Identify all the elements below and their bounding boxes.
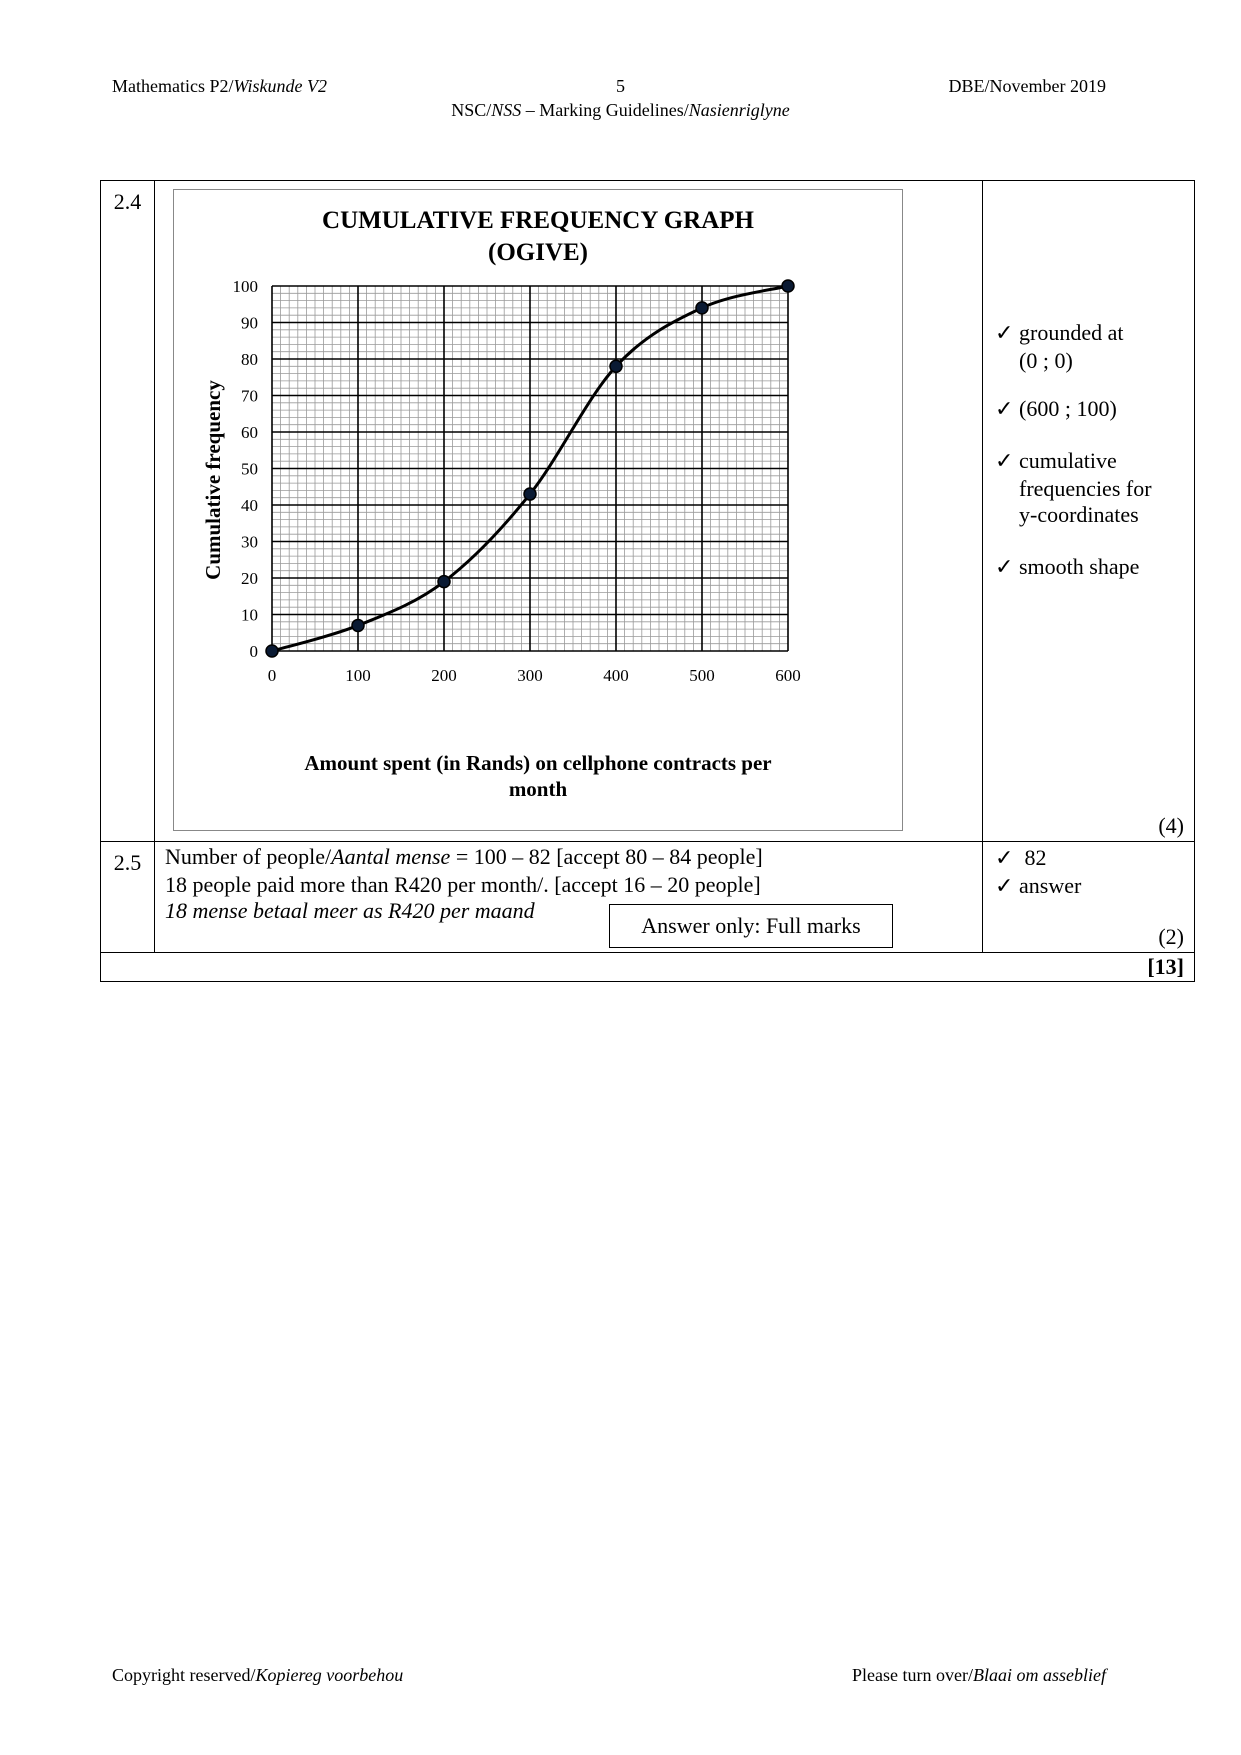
y-tick-label: 80 [241, 350, 258, 369]
mark-82-text: 82 [1019, 845, 1047, 870]
x-tick-label: 600 [775, 666, 801, 685]
mark-endpoint: ✓ (600 ; 100) [995, 395, 1117, 423]
answer-cell-q25: Number of people/Aantal mense = 100 – 82… [154, 841, 983, 953]
check-icon: ✓ [995, 554, 1014, 579]
answer-line-1-italic: Aantal mense [331, 844, 451, 869]
mark-82: ✓ 82 [995, 844, 1047, 872]
mark-grounded: ✓ grounded at [995, 319, 1123, 347]
header-sub-middle: – Marking Guidelines/ [521, 100, 689, 120]
y-tick-label: 50 [241, 460, 258, 479]
x-tick-label: 200 [431, 666, 457, 685]
y-tick-labels: 0 10 20 30 40 50 60 70 80 90 100 [233, 277, 259, 661]
header-subject-text: Mathematics P2/ [112, 76, 234, 96]
data-points [265, 279, 795, 658]
y-tick-label: 0 [250, 642, 259, 661]
marks-total-q25: (2) [1158, 924, 1184, 949]
y-tick-label: 40 [241, 496, 258, 515]
chart-title: CUMULATIVE FREQUENCY GRAPH [322, 207, 755, 234]
mark-cumulative-2: frequencies for [995, 475, 1152, 503]
marks-q24: ✓ grounded at (0 ; 0) ✓ (600 ; 100) ✓ cumul… [982, 180, 1195, 842]
answer-line-3: 18 mense betaal meer as R420 per maand [165, 898, 535, 924]
x-tick-label: 500 [689, 666, 715, 685]
mark-cumulative-line1: cumulative [1019, 448, 1117, 473]
mark-smooth: ✓ smooth shape [995, 553, 1139, 581]
mark-grounded-2: (0 ; 0) [995, 347, 1073, 375]
y-tick-label: 70 [241, 387, 258, 406]
y-tick-label: 90 [241, 314, 258, 333]
question-number-2-5: 2.5 [100, 841, 155, 953]
data-point [609, 359, 623, 374]
header-date: DBE/November 2019 [948, 76, 1106, 96]
x-tick-labels: 0 100 200 300 400 500 600 [268, 666, 801, 685]
x-tick-label: 300 [517, 666, 543, 685]
data-point [523, 487, 537, 501]
mark-grounded-line1: grounded at [1019, 320, 1124, 345]
chart-subtitle: (OGIVE) [488, 239, 588, 266]
mark-cumulative-line3: y-coordinates [1019, 502, 1139, 527]
data-point [437, 574, 451, 589]
data-point [351, 618, 365, 633]
mark-cumulative-3: y-coordinates [995, 501, 1139, 529]
question-number-2-4: 2.4 [100, 180, 155, 842]
data-point [781, 279, 795, 293]
row-q24: 2.4 CUMULATIVE FREQUENCY GRAPH (OGIVE) 0… [100, 180, 1195, 842]
grand-total-cell: [13] [100, 952, 1195, 982]
y-tick-label: 60 [241, 423, 258, 442]
answer-line-1b: = 100 – 82 [accept 80 – 84 people] [450, 844, 763, 869]
header-subject: Mathematics P2/Wiskunde V2 [112, 76, 327, 97]
y-tick-label: 100 [233, 277, 259, 296]
check-icon: ✓ [995, 448, 1014, 473]
answer-only-box: Answer only: Full marks [609, 904, 893, 948]
check-icon: ✓ [995, 320, 1014, 345]
grid-major [271, 285, 789, 652]
grand-total: [13] [1147, 954, 1184, 979]
footer-copyright-italic: Kopiereg voorbehou [255, 1665, 404, 1685]
ogive-chart: CUMULATIVE FREQUENCY GRAPH (OGIVE) 0 10 20… [201, 207, 801, 801]
row-q25: 2.5 Number of people/Aantal mense = 100 … [100, 841, 1195, 953]
check-icon: ✓ [995, 396, 1014, 421]
x-axis-label-2: month [509, 777, 568, 801]
marking-table: 2.4 CUMULATIVE FREQUENCY GRAPH (OGIVE) 0… [100, 180, 1195, 982]
y-tick-label: 30 [241, 533, 258, 552]
check-icon: ✓ [995, 845, 1014, 870]
answer-line-1: Number of people/Aantal mense = 100 – 82… [165, 844, 763, 870]
answer-line-1a: Number of people/ [165, 844, 332, 869]
mark-grounded-line2: (0 ; 0) [1019, 348, 1073, 373]
footer-turn-over-text: Please turn over/ [852, 1665, 973, 1685]
header-subject-italic: Wiskunde V2 [233, 76, 327, 96]
footer-copyright-text: Copyright reserved/ [112, 1665, 256, 1685]
header-sub-italic: NSS [491, 100, 522, 120]
chart-frame: CUMULATIVE FREQUENCY GRAPH (OGIVE) 0 10 20… [173, 189, 903, 831]
data-point [695, 301, 709, 315]
mark-answer-text: answer [1019, 873, 1082, 898]
mark-smooth-text: smooth shape [1019, 554, 1140, 579]
chart-cell: CUMULATIVE FREQUENCY GRAPH (OGIVE) 0 10 20… [154, 180, 983, 842]
x-tick-label: 400 [603, 666, 629, 685]
x-axis-label: Amount spent (in Rands) on cellphone con… [304, 751, 771, 775]
row-grand-total: [13] [100, 952, 1195, 982]
marks-total-q24: (4) [1158, 813, 1184, 838]
header-sub-italic2: Nasienriglyne [688, 100, 790, 120]
mark-cumulative-line2: frequencies for [1019, 476, 1152, 501]
mark-answer: ✓ answer [995, 872, 1081, 900]
footer-turn-over-italic: Blaai om asseblief [973, 1665, 1106, 1685]
y-tick-label: 20 [241, 569, 258, 588]
y-tick-label: 10 [241, 606, 258, 625]
mark-endpoint-text: (600 ; 100) [1019, 396, 1117, 421]
answer-line-3-italic: 18 mense betaal meer as R420 per maand [165, 898, 535, 923]
x-tick-label: 100 [345, 666, 371, 685]
footer-copyright: Copyright reserved/Kopiereg voorbehou [112, 1665, 403, 1686]
footer-turn-over: Please turn over/Blaai om asseblief [852, 1665, 1106, 1686]
data-point [265, 644, 279, 658]
page-number: 5 [616, 76, 625, 96]
check-icon: ✓ [995, 873, 1014, 898]
x-tick-label: 0 [268, 666, 277, 685]
answer-line-2: 18 people paid more than R420 per month/… [165, 872, 761, 897]
mark-cumulative: ✓ cumulative [995, 447, 1117, 475]
header-subtitle: NSC/NSS – Marking Guidelines/Nasienrigly… [0, 100, 1241, 121]
y-axis-label: Cumulative frequency [201, 380, 225, 580]
marks-q25: ✓ 82 ✓ answer (2) [982, 841, 1195, 953]
header-sub-prefix: NSC/ [451, 100, 492, 120]
